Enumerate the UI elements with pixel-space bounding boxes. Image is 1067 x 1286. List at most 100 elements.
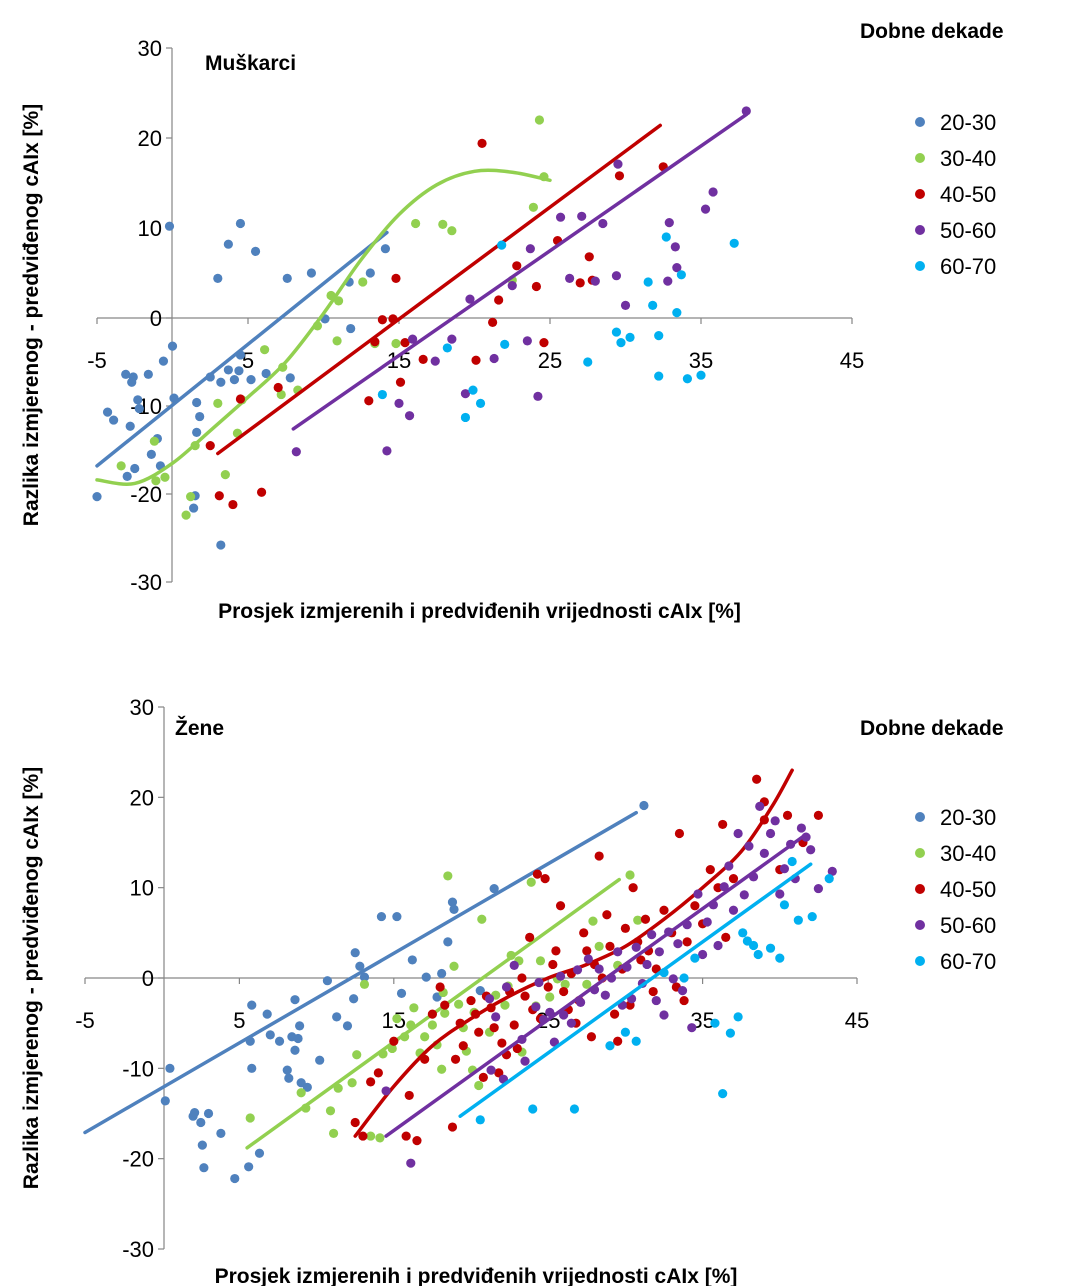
trend-line xyxy=(384,832,808,1138)
data-point xyxy=(192,427,202,437)
legend-marker xyxy=(915,812,925,822)
y-tick-label: 30 xyxy=(138,36,162,61)
data-point xyxy=(718,1089,728,1099)
data-point xyxy=(647,930,657,940)
legend-label: 40-50 xyxy=(940,877,996,902)
data-point xyxy=(260,345,270,355)
data-point xyxy=(582,946,592,956)
data-point xyxy=(296,1088,306,1098)
data-point xyxy=(169,393,179,403)
series-20-30 xyxy=(92,218,391,550)
data-point xyxy=(355,961,365,971)
data-point xyxy=(534,977,544,988)
data-point xyxy=(116,461,126,471)
data-point xyxy=(548,959,558,970)
data-point xyxy=(721,932,731,942)
data-point xyxy=(274,1036,285,1046)
data-point xyxy=(625,332,635,342)
x-tick-label: 25 xyxy=(538,348,562,373)
data-point xyxy=(125,421,135,431)
data-point xyxy=(315,1055,325,1065)
data-point xyxy=(347,1078,357,1088)
data-point xyxy=(92,492,102,502)
data-point xyxy=(276,389,286,400)
data-point xyxy=(559,1010,569,1020)
data-point xyxy=(245,1036,255,1046)
y-tick-label: 20 xyxy=(138,126,162,151)
data-point xyxy=(394,398,404,408)
y-tick-label: -30 xyxy=(130,570,162,595)
data-point xyxy=(659,1010,669,1020)
data-point xyxy=(449,961,459,971)
data-point xyxy=(437,1064,447,1074)
data-point xyxy=(765,828,776,839)
data-point xyxy=(719,882,729,892)
data-point xyxy=(190,441,200,451)
data-point xyxy=(824,874,834,884)
legend-marker xyxy=(915,884,925,894)
data-point xyxy=(664,927,674,937)
data-point xyxy=(765,943,776,953)
data-point xyxy=(488,317,498,327)
data-point xyxy=(443,871,453,881)
data-point xyxy=(787,856,797,867)
data-point xyxy=(455,1018,465,1028)
data-point xyxy=(540,874,550,884)
data-point xyxy=(725,1028,735,1038)
data-point xyxy=(728,874,739,884)
trend-line xyxy=(95,230,389,468)
data-point xyxy=(376,911,387,922)
data-point xyxy=(322,976,333,986)
data-point xyxy=(223,239,233,249)
data-point xyxy=(290,995,300,1005)
data-point xyxy=(517,1034,527,1045)
data-point xyxy=(326,290,336,301)
data-point xyxy=(282,273,292,283)
data-point xyxy=(486,1065,496,1075)
data-point xyxy=(620,300,631,310)
data-point xyxy=(475,1115,485,1125)
data-point xyxy=(458,1041,468,1051)
data-point xyxy=(733,828,743,839)
data-point xyxy=(364,396,374,406)
data-point xyxy=(143,369,153,379)
data-point xyxy=(196,1117,206,1128)
legend-label: 30-40 xyxy=(940,841,996,866)
data-point xyxy=(358,277,368,287)
trend-line xyxy=(458,862,813,1118)
data-point xyxy=(807,911,817,922)
legend-marker xyxy=(915,920,925,930)
data-point xyxy=(605,941,615,951)
data-point xyxy=(827,866,837,877)
data-point xyxy=(474,1080,484,1091)
data-point xyxy=(753,949,763,960)
data-point xyxy=(228,499,238,510)
legend-label: 30-40 xyxy=(940,146,996,171)
data-point xyxy=(775,953,785,963)
data-point xyxy=(146,449,156,459)
data-point xyxy=(400,1032,410,1042)
data-point xyxy=(622,962,632,972)
data-point xyxy=(189,503,199,513)
data-point xyxy=(214,491,224,501)
data-point xyxy=(531,1002,541,1012)
series-60-70 xyxy=(458,856,834,1125)
data-point xyxy=(346,323,356,334)
y-tick-label: 20 xyxy=(130,785,154,810)
data-point xyxy=(366,1077,376,1087)
data-point xyxy=(235,394,246,404)
data-point xyxy=(531,281,542,292)
data-point xyxy=(759,815,769,825)
data-point xyxy=(575,278,585,288)
data-point xyxy=(391,273,401,283)
data-point xyxy=(759,848,769,858)
data-point xyxy=(648,986,658,997)
data-point xyxy=(151,476,161,486)
data-point xyxy=(702,917,712,927)
data-point xyxy=(696,370,706,380)
trend-line xyxy=(291,112,749,431)
data-point xyxy=(579,928,589,938)
data-point xyxy=(412,1136,422,1146)
data-point xyxy=(674,828,685,839)
